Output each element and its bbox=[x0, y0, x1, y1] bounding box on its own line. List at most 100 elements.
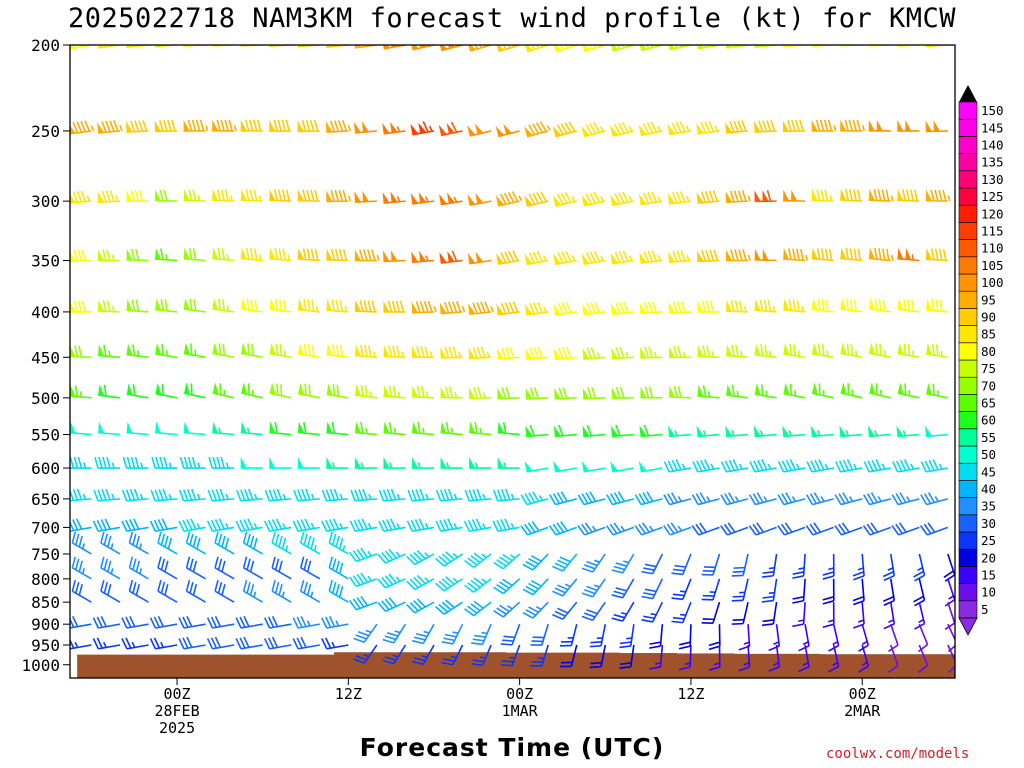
barb-full-flag bbox=[191, 119, 197, 132]
x-tick-label: 00Z bbox=[849, 685, 876, 703]
barb-pennant bbox=[905, 248, 912, 260]
barb-full-flag bbox=[853, 189, 858, 201]
barb-full-flag bbox=[502, 421, 507, 434]
barb-full-flag bbox=[314, 189, 319, 202]
wind-barb bbox=[777, 522, 806, 536]
barb-pennant bbox=[97, 191, 104, 203]
barb-full-flag bbox=[159, 189, 164, 202]
wind-barbs bbox=[70, 45, 955, 673]
barb-full-flag bbox=[677, 346, 682, 358]
barb-full-flag bbox=[271, 579, 276, 592]
barb-full-flag bbox=[335, 535, 340, 548]
surface-block bbox=[648, 653, 678, 678]
barb-half-flag bbox=[421, 655, 428, 659]
barb-pennant bbox=[475, 193, 484, 204]
barb-pennant bbox=[240, 457, 247, 469]
barb-pennant bbox=[925, 298, 932, 311]
wind-barb bbox=[582, 347, 606, 360]
barb-full-flag bbox=[182, 519, 189, 531]
wind-barb bbox=[240, 421, 263, 436]
barb-full-flag bbox=[641, 570, 653, 575]
barb-full-flag bbox=[781, 493, 789, 504]
barb-full-flag bbox=[528, 492, 536, 503]
barb-staff bbox=[697, 355, 720, 359]
barb-pennant bbox=[448, 45, 455, 49]
barb-full-flag bbox=[838, 523, 846, 535]
barb-full-flag bbox=[210, 637, 218, 649]
barb-full-flag bbox=[500, 519, 507, 531]
wind-barb bbox=[524, 121, 551, 138]
y-tick-label: 500 bbox=[31, 389, 60, 408]
barb-pennant bbox=[791, 189, 798, 201]
barb-full-flag bbox=[529, 424, 535, 437]
chart-title: 2025022718 NAM3KM forecast wind profile … bbox=[67, 3, 957, 34]
wind-barb bbox=[157, 579, 178, 603]
wind-barb bbox=[761, 553, 778, 578]
wind-barb bbox=[155, 189, 178, 202]
barb-full-flag bbox=[102, 300, 107, 312]
barb-pennant bbox=[525, 45, 533, 52]
barb-half-flag bbox=[81, 568, 85, 575]
barb-full-flag bbox=[395, 300, 401, 313]
barb-full-flag bbox=[328, 615, 336, 627]
barb-full-flag bbox=[285, 119, 291, 132]
barb-full-flag bbox=[855, 45, 857, 46]
barb-pennant bbox=[668, 425, 675, 437]
barb-full-flag bbox=[908, 45, 911, 46]
wind-barb bbox=[782, 425, 806, 438]
wind-barb bbox=[128, 579, 149, 603]
wind-barb bbox=[269, 298, 292, 313]
barb-full-flag bbox=[504, 302, 511, 314]
colorbar-label: 45 bbox=[981, 464, 996, 479]
barb-full-flag bbox=[823, 119, 829, 132]
barb-pennant bbox=[840, 119, 847, 131]
barb-staff bbox=[469, 45, 492, 52]
barb-pennant bbox=[638, 193, 647, 205]
barb-full-flag bbox=[338, 537, 344, 550]
wind-barb bbox=[269, 421, 292, 436]
barb-full-flag bbox=[560, 192, 568, 204]
colorbar-segment bbox=[958, 136, 978, 154]
barb-full-flag bbox=[619, 645, 631, 649]
barb-full-flag bbox=[210, 519, 218, 531]
barb-full-flag bbox=[390, 488, 397, 501]
barb-full-flag bbox=[539, 121, 547, 132]
barb-full-flag bbox=[931, 299, 935, 311]
barb-half-flag bbox=[424, 577, 430, 583]
barb-full-flag bbox=[470, 603, 481, 612]
barb-pennant bbox=[240, 189, 247, 201]
barb-full-flag bbox=[619, 302, 625, 314]
barb-half-flag bbox=[685, 125, 690, 132]
barb-pennant bbox=[783, 248, 790, 260]
barb-full-flag bbox=[321, 617, 328, 629]
barb-full-flag bbox=[186, 636, 193, 648]
barb-pennant bbox=[212, 297, 219, 310]
barb-full-flag bbox=[913, 189, 919, 202]
barb-full-flag bbox=[634, 494, 642, 505]
wind-barb bbox=[269, 382, 292, 399]
barb-full-flag bbox=[593, 250, 601, 262]
barb-full-flag bbox=[189, 343, 193, 355]
barb-full-flag bbox=[78, 560, 83, 573]
wind-barb bbox=[235, 636, 263, 650]
wind-barb bbox=[326, 343, 349, 359]
wind-barb bbox=[581, 461, 606, 473]
barb-half-flag bbox=[425, 493, 429, 500]
barb-full-flag bbox=[500, 489, 507, 501]
wind-barb bbox=[761, 602, 778, 627]
wind-barb bbox=[668, 301, 691, 314]
barb-staff bbox=[269, 199, 292, 202]
barb-staff bbox=[183, 431, 206, 436]
barb-half-flag bbox=[110, 568, 114, 575]
plot-area bbox=[70, 45, 955, 678]
barb-half-flag bbox=[902, 430, 907, 437]
barb-full-flag bbox=[586, 424, 593, 437]
barb-full-flag bbox=[904, 45, 907, 46]
barb-full-flag bbox=[904, 383, 907, 395]
barb-full-flag bbox=[496, 559, 507, 567]
barb-half-flag bbox=[917, 566, 923, 572]
wind-barb bbox=[71, 556, 92, 580]
wind-barb bbox=[154, 119, 178, 133]
colorbar-segment bbox=[958, 548, 978, 567]
wind-barb bbox=[240, 247, 263, 262]
